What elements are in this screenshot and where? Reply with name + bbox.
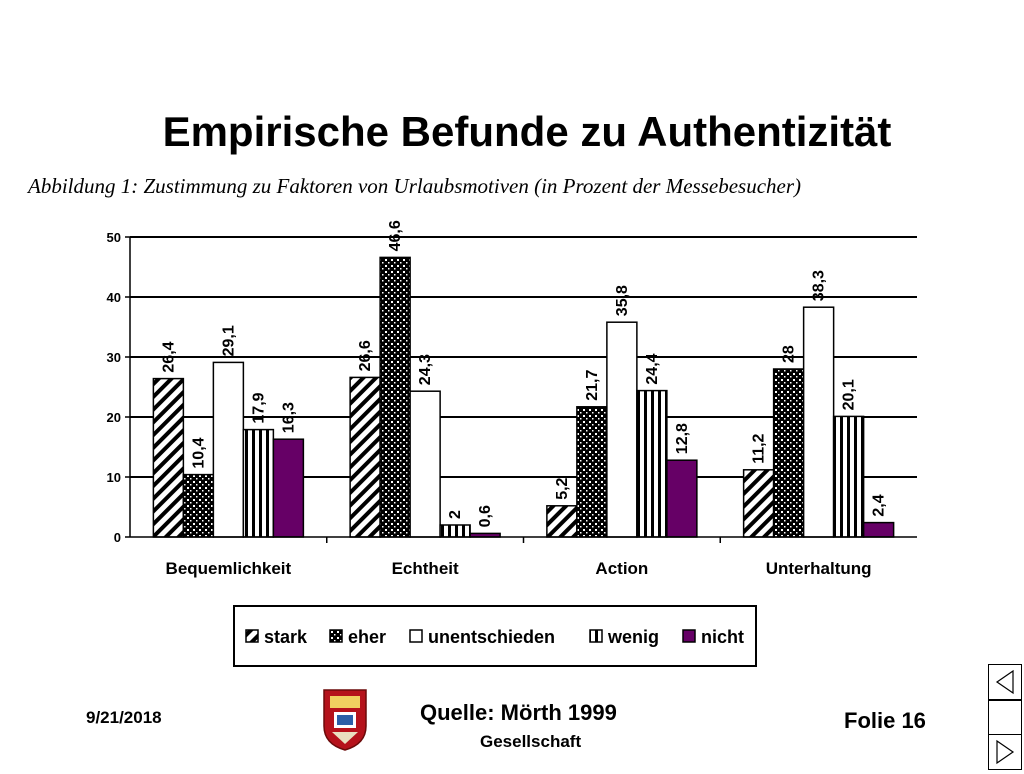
legend-label: eher <box>348 627 386 647</box>
data-label: 0,6 <box>477 505 494 527</box>
bar-stark <box>349 376 381 538</box>
slide-date: 9/21/2018 <box>86 708 162 727</box>
bar-eher <box>772 368 805 538</box>
bar-stark <box>546 505 578 538</box>
data-label: 28 <box>781 345 798 363</box>
bar-unentschieden <box>409 390 441 538</box>
nav-prev-triangle-icon <box>995 669 1014 695</box>
nav-prev-button[interactable] <box>988 664 1022 700</box>
y-tick-label: 50 <box>107 230 121 245</box>
data-label: 11,2 <box>751 433 768 463</box>
data-label: 21,7 <box>584 370 601 401</box>
data-label: 24,4 <box>644 353 661 384</box>
x-tick-label: Unterhaltung <box>766 559 872 578</box>
legend-swatch-nicht <box>682 629 696 643</box>
legend-label: unentschieden <box>428 627 555 647</box>
legend-swatch-stark <box>245 629 259 643</box>
nav-next-triangle-icon <box>996 739 1015 765</box>
x-tick-label: Bequemlichkeit <box>166 559 292 578</box>
data-label: 20,1 <box>841 379 858 410</box>
y-tick-label: 20 <box>107 410 121 425</box>
bar-eher <box>379 256 411 538</box>
data-label: 10,4 <box>190 437 207 468</box>
source-label: Quelle: Mörth 1999 <box>420 700 617 725</box>
bar-nicht <box>666 459 698 538</box>
y-tick-label: 10 <box>107 470 121 485</box>
legend-swatch-eher <box>329 629 343 643</box>
data-label: 17,9 <box>250 392 267 423</box>
bar-wenig <box>439 524 471 538</box>
legend-swatch-unentschieden <box>409 629 423 643</box>
y-tick-label: 40 <box>107 290 121 305</box>
legend-swatch-wenig <box>589 629 603 643</box>
coat-of-arms-icon <box>322 688 368 757</box>
bar-wenig <box>242 428 275 538</box>
bar-unentschieden <box>606 321 638 538</box>
data-label: 26,6 <box>357 340 374 371</box>
bar-nicht <box>272 438 305 538</box>
legend-label: wenig <box>607 627 659 647</box>
legend-box <box>233 605 757 667</box>
figure-caption: Abbildung 1: Zustimmung zu Faktoren von … <box>28 174 802 198</box>
bar-wenig <box>832 415 865 538</box>
bar-stark <box>742 469 775 538</box>
bar-chart: 26,4 10,4 29,1 17,9 16,3 26,6 46,6 24,3 2 0,6 5,2 2… <box>107 220 917 667</box>
nav-blank-button[interactable] <box>988 700 1022 736</box>
legend-label: stark <box>264 627 308 647</box>
data-label: 38,3 <box>811 270 828 301</box>
data-label: 26,4 <box>160 341 177 372</box>
data-label: 24,3 <box>417 354 434 385</box>
nav-next-button[interactable] <box>988 734 1022 770</box>
source-sublabel: Gesellschaft <box>480 732 582 751</box>
data-label: 29,1 <box>220 325 237 356</box>
bar-eher <box>182 473 215 538</box>
data-label: 46,6 <box>387 220 404 251</box>
slide-number: Folie 16 <box>844 708 926 733</box>
data-label: 2,4 <box>871 494 888 516</box>
bar-unentschieden <box>212 361 245 538</box>
bar-eher <box>576 406 608 538</box>
data-label: 5,2 <box>554 477 571 499</box>
x-tick-label: Action <box>595 559 648 578</box>
bar-unentschieden <box>802 306 835 538</box>
bar-wenig <box>636 389 668 538</box>
data-label: 35,8 <box>614 285 631 316</box>
data-label: 16,3 <box>280 402 297 433</box>
y-tick-label: 0 <box>114 530 121 545</box>
y-tick-label: 30 <box>107 350 121 365</box>
slide-title: Empirische Befunde zu Authentizität <box>162 108 892 155</box>
bar-stark <box>152 377 185 538</box>
data-label: 2 <box>447 510 464 519</box>
legend-label: nicht <box>701 627 744 647</box>
data-label: 12,8 <box>674 423 691 454</box>
x-tick-label: Echtheit <box>392 559 459 578</box>
bar-nicht <box>862 521 895 538</box>
